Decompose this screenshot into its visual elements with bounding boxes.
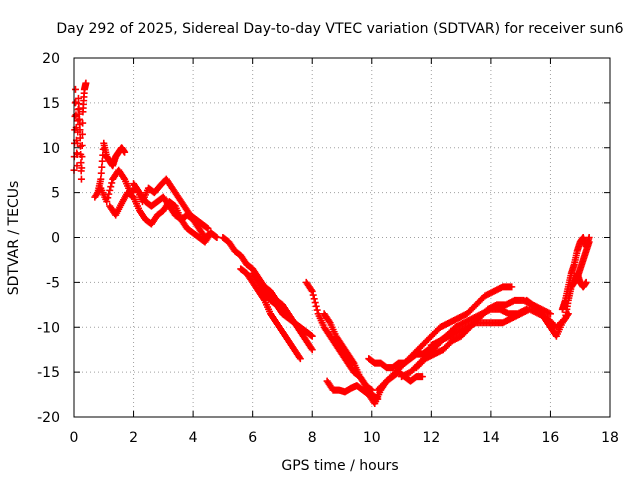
data-point <box>325 317 333 325</box>
series-track-b <box>94 139 129 197</box>
data-point <box>308 287 316 295</box>
y-tick-label: -5 <box>46 275 60 291</box>
chart-title: Day 292 of 2025, Sidereal Day-to-day VTE… <box>56 21 623 37</box>
y-tick-label: -15 <box>37 365 60 381</box>
data-point <box>73 162 81 170</box>
data-point <box>71 112 79 120</box>
data-point <box>310 295 318 303</box>
series-track-e <box>130 180 221 241</box>
x-axis-label: GPS time / hours <box>281 458 398 474</box>
series-track-t <box>570 269 590 291</box>
axis-ticks: 0 2 4 6 8 10 12 14 16 18 -20 -15 -10 -5 0 5 10 15 20 <box>37 51 619 446</box>
data-point <box>307 344 315 352</box>
data-point <box>585 238 593 246</box>
y-tick-label: -20 <box>37 410 60 426</box>
data-point <box>546 310 554 318</box>
data-point <box>103 198 111 206</box>
data-point <box>307 286 315 294</box>
x-tick-label: 4 <box>189 430 198 446</box>
data-point <box>104 194 112 202</box>
x-tick-label: 8 <box>308 430 317 446</box>
data-point <box>418 373 426 381</box>
data-point <box>213 234 221 241</box>
x-tick-label: 0 <box>70 430 79 446</box>
y-tick-label: -10 <box>37 320 60 336</box>
grid <box>74 58 610 417</box>
data-point <box>313 306 321 314</box>
y-tick-label: 10 <box>42 141 60 157</box>
data-point <box>77 175 85 183</box>
data-point <box>105 190 113 198</box>
x-tick-label: 14 <box>482 430 500 446</box>
data-point <box>295 353 303 361</box>
data-point <box>98 163 106 171</box>
data-point <box>74 117 82 125</box>
data-points <box>70 79 593 408</box>
data-point <box>78 130 86 138</box>
data-point <box>98 157 106 165</box>
y-tick-label: 20 <box>42 51 60 67</box>
data-point <box>79 119 87 127</box>
data-point <box>312 302 320 310</box>
data-point <box>97 175 105 183</box>
data-point <box>309 291 317 299</box>
data-point <box>106 186 114 194</box>
x-tick-label: 12 <box>422 430 440 446</box>
data-point <box>311 299 319 307</box>
data-point <box>120 174 128 182</box>
data-point <box>121 148 129 156</box>
data-point <box>107 183 115 191</box>
x-tick-label: 16 <box>542 430 560 446</box>
data-point <box>78 142 86 150</box>
data-point <box>308 332 316 340</box>
data-point <box>76 134 84 142</box>
x-tick-label: 18 <box>601 430 619 446</box>
data-point <box>296 355 304 363</box>
data-point <box>508 283 516 291</box>
data-point <box>308 346 316 354</box>
data-point <box>349 358 357 366</box>
data-point <box>260 295 268 303</box>
series-track-m <box>374 283 516 394</box>
data-point <box>97 169 105 177</box>
x-tick-label: 10 <box>363 430 381 446</box>
series-track-g <box>237 265 304 363</box>
y-axis-label: SDTVAR / TECUs <box>6 181 22 296</box>
data-point <box>82 79 90 87</box>
series-track-h <box>249 269 316 340</box>
data-point <box>78 153 86 161</box>
y-tick-label: 0 <box>51 231 60 247</box>
y-tick-label: 5 <box>51 186 60 202</box>
x-tick-label: 6 <box>248 430 257 446</box>
data-point <box>108 179 116 187</box>
data-point <box>204 225 212 233</box>
series-track-a <box>70 79 90 183</box>
data-point <box>76 126 84 134</box>
plot-frame <box>73 57 611 418</box>
x-tick-label: 2 <box>129 430 138 446</box>
data-point <box>78 164 86 172</box>
y-tick-label: 15 <box>42 96 60 112</box>
data-point <box>582 278 590 286</box>
data-point <box>71 85 79 93</box>
